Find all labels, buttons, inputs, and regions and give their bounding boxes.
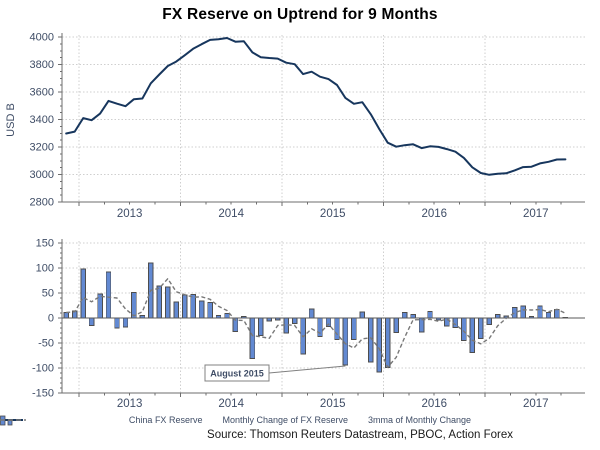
bar-monthly-change — [114, 317, 120, 329]
chart-title: FX Reserve on Uptrend for 9 Months — [162, 6, 438, 23]
bar-monthly-change — [545, 312, 552, 319]
x-year-label: 2017 — [523, 398, 549, 410]
bar-monthly-change — [385, 317, 391, 368]
y-tick-label: 2800 — [30, 197, 54, 209]
legend-label: Monthly Change of FX Reserve — [222, 415, 349, 425]
bar-monthly-change — [308, 308, 315, 319]
y-tick-label: 3600 — [30, 87, 54, 99]
axes-and-grid — [58, 239, 585, 397]
fx-reserve-level-chart: 2800 3000 3200 3400 3600 3800 4000 2013 2014 2015… — [5, 32, 585, 220]
bar-monthly-change — [537, 305, 543, 319]
x-year-label: 2016 — [421, 398, 447, 410]
x-year-label: 2013 — [117, 208, 143, 220]
fx-reserve-line — [65, 37, 567, 176]
bar-monthly-change — [165, 286, 171, 319]
bar-monthly-change — [334, 317, 340, 340]
dashed-line-swatch-icon — [0, 419, 26, 421]
y-axis-title: USD B — [5, 103, 17, 137]
bar-monthly-change — [486, 317, 492, 325]
x-year-label: 2016 — [421, 208, 447, 220]
bar-monthly-change — [401, 312, 408, 319]
y-tick-label: 150 — [36, 238, 54, 250]
y-tick-label: 0 — [48, 313, 54, 325]
y-tick-label: -100 — [32, 363, 54, 375]
x-year-label: 2015 — [320, 398, 346, 410]
bar-monthly-change — [131, 292, 137, 319]
y-tick-label: 4000 — [30, 32, 54, 44]
bar-monthly-change — [478, 317, 484, 339]
y-tick-label: -150 — [32, 388, 54, 400]
bar-monthly-change — [198, 300, 205, 319]
axes-and-grid — [58, 33, 585, 206]
bar-monthly-change — [156, 285, 162, 319]
annotation-label: August 2015 — [210, 369, 264, 379]
x-year-label: 2015 — [320, 208, 346, 220]
source-note: Source: Thomson Reuters Datastream, PBOC… — [207, 429, 513, 441]
annotation-connector — [268, 365, 346, 374]
bar-monthly-change — [122, 317, 129, 328]
bar-monthly-change — [359, 311, 365, 319]
legend-item-3mma: 3mma of Monthly Change — [0, 415, 472, 425]
bar-monthly-change — [292, 317, 298, 324]
bar-monthly-change — [444, 317, 450, 327]
bar-monthly-change — [393, 317, 399, 333]
bar-monthly-change — [224, 313, 230, 319]
legend-label: 3mma of Monthly Change — [368, 415, 472, 425]
x-year-label: 2017 — [523, 208, 549, 220]
bar-monthly-change — [427, 311, 433, 319]
bar-monthly-change — [88, 317, 95, 326]
legend-item-monthly-change: Monthly Change of FX Reserve — [0, 415, 349, 426]
bar-monthly-change — [511, 307, 518, 319]
bar-monthly-change — [182, 294, 188, 319]
y-tick-label: 3400 — [30, 114, 54, 126]
y-tick-label: 3800 — [30, 59, 54, 71]
y-tick-label: 3000 — [30, 169, 54, 181]
bar-monthly-change — [376, 317, 382, 373]
legend-item-fx-reserve: China FX Reserve — [1, 415, 203, 425]
bar-monthly-change — [495, 314, 501, 319]
bar-monthly-change — [173, 301, 179, 319]
y-tick-label: -50 — [38, 338, 54, 350]
bar-monthly-change — [520, 305, 526, 319]
x-year-label: 2013 — [117, 398, 143, 410]
x-year-label: 2014 — [218, 208, 244, 220]
bar-monthly-change — [554, 309, 560, 319]
bar-monthly-change — [63, 312, 69, 319]
legend: China FX Reserve Monthly Change of FX Re… — [0, 411, 600, 429]
bar-monthly-change — [249, 317, 256, 359]
bar-monthly-change — [258, 317, 264, 336]
bar-monthly-change — [469, 317, 475, 353]
bar-monthly-change — [351, 317, 357, 340]
legend-label: China FX Reserve — [128, 415, 203, 425]
y-tick-label: 50 — [42, 288, 54, 300]
fx-monthly-change-chart: -150 -100 -50 0 50 100 150 2013 2014 2015 2016 2017… — [32, 238, 585, 410]
bar-monthly-change — [190, 294, 196, 319]
bar-monthly-change — [410, 314, 416, 319]
y-tick-label: 100 — [36, 263, 54, 275]
bar-monthly-change — [207, 302, 213, 319]
annotation-box — [204, 364, 270, 382]
y-tick-label: 3200 — [30, 142, 54, 154]
x-year-label: 2014 — [218, 398, 244, 410]
bar-monthly-change — [461, 317, 467, 341]
bar-monthly-change — [105, 271, 112, 319]
bar-monthly-change — [80, 268, 86, 319]
